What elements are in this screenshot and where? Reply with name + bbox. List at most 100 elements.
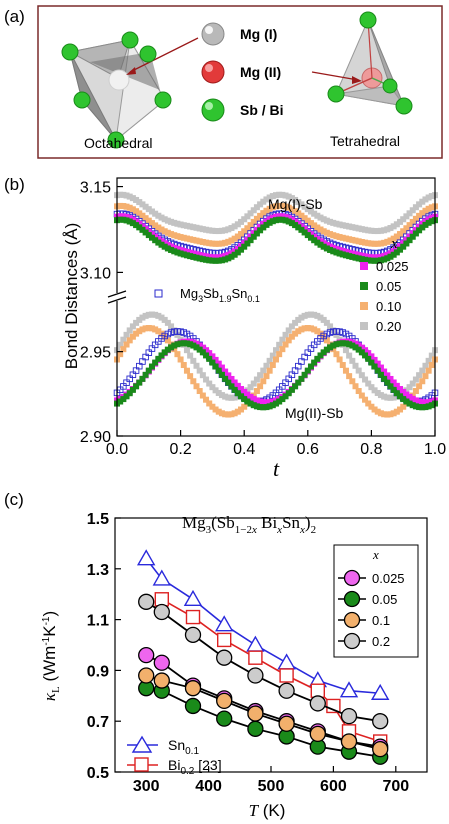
- b-point-020-lower: [362, 376, 369, 383]
- b-point-0025-upper: [352, 251, 359, 258]
- b-point-005-upper: [260, 224, 267, 231]
- b-point-0025-lower: [416, 398, 423, 405]
- b-point-005-upper: [250, 233, 257, 240]
- c-xtick-label: 700: [382, 778, 409, 795]
- c-point-sn: [277, 653, 296, 670]
- b-point-010-lower: [292, 330, 299, 337]
- b-point-005-lower: [397, 393, 404, 400]
- b-xtick-label: 0.8: [360, 441, 382, 458]
- b-point-005-lower: [196, 346, 203, 353]
- b-point-005-upper: [320, 243, 327, 250]
- b-point-010-upper: [218, 240, 225, 247]
- b-point-010-lower: [384, 411, 391, 418]
- b-point-010-lower: [397, 406, 404, 413]
- b-point-0025-upper: [304, 228, 311, 235]
- b-point-010-lower: [412, 388, 419, 395]
- b-point-010-lower: [212, 406, 219, 413]
- b-point-005-upper: [352, 254, 359, 261]
- b-point-005-lower: [419, 404, 426, 411]
- b-point-005-upper: [276, 216, 283, 223]
- b-point-010-upper: [406, 222, 413, 229]
- b-point-0025-upper: [129, 216, 136, 223]
- b-point-010-lower: [409, 392, 416, 399]
- b-point-010-upper: [393, 233, 400, 240]
- b-point-020-upper: [336, 221, 343, 228]
- b-point-010-upper: [215, 240, 222, 247]
- b-point-005-lower: [422, 404, 429, 411]
- b-point-020-upper: [349, 224, 356, 231]
- b-point-0025-upper: [365, 253, 372, 260]
- b-point-005-lower: [393, 390, 400, 397]
- b-point-0025-upper: [241, 240, 248, 247]
- b-point-020-lower: [133, 319, 140, 326]
- b-point-0025-lower: [222, 368, 229, 375]
- b-point-010-lower: [314, 328, 321, 335]
- b-point-010-lower: [276, 351, 283, 358]
- b-point-005-lower: [177, 340, 184, 347]
- c-legend-marker-005: [343, 590, 361, 608]
- b-point-0025-upper: [400, 240, 407, 247]
- b-point-005-lower: [282, 393, 289, 400]
- b-point-0025-upper: [384, 251, 391, 258]
- b-point-005-lower: [371, 363, 378, 370]
- b-point-010-lower: [301, 325, 308, 332]
- b-point-0025-lower: [241, 388, 248, 395]
- b-point-020-lower: [384, 394, 391, 401]
- b-point-020-lower: [123, 331, 130, 338]
- b-point-020-upper: [244, 213, 251, 220]
- b-point-010-lower: [307, 325, 314, 332]
- b-point-020-upper: [234, 221, 241, 228]
- b-point-010-upper: [390, 235, 397, 242]
- b-point-010-lower: [365, 400, 372, 407]
- b-point-005-upper: [193, 254, 200, 261]
- b-point-020-upper: [412, 204, 419, 211]
- panel-b: (b) Bond Distances (Å) t 0.0 0.2 0.4 0.6 0.8…: [4, 175, 446, 481]
- b-point-0025-lower: [196, 342, 203, 349]
- c-point-02: [340, 707, 358, 725]
- b-point-005-lower: [285, 390, 292, 397]
- c-xtick-label: 300: [133, 778, 160, 795]
- mg1-label: Mg (I): [240, 26, 277, 42]
- b-point-005-upper: [317, 241, 324, 248]
- panel-b-legend-title: x: [390, 236, 398, 252]
- c-legend-label-0025: 0.025: [372, 571, 405, 586]
- b-point-0025-upper: [177, 247, 184, 254]
- b-point-020-upper: [142, 203, 149, 210]
- b-point-005-upper: [387, 253, 394, 260]
- b-point-020-upper: [199, 226, 206, 233]
- c-ytick-label: 0.9: [87, 663, 109, 680]
- b-point-0025-upper: [368, 254, 375, 261]
- b-point-005-upper: [288, 220, 295, 227]
- b-point-005-upper: [174, 249, 181, 256]
- panel-c-ticks: 300 400 500 600 700 0.5 0.7 0.9 1.1 1.3 1.5: [87, 511, 409, 795]
- b-point-010-lower: [266, 367, 273, 374]
- b-point-005-lower: [260, 404, 267, 411]
- b-point-005-upper: [241, 243, 248, 250]
- b-point-0025-lower: [374, 360, 381, 367]
- b-point-0025-upper: [273, 213, 279, 220]
- b-point-0025-upper: [222, 253, 229, 260]
- panel-a: (a) Octahedral Mg (I): [4, 5, 443, 159]
- b-point-005-lower: [323, 346, 330, 353]
- b-point-0025-upper: [409, 230, 416, 237]
- b-point-0025-upper: [203, 253, 210, 260]
- b-point-020-lower: [323, 319, 330, 326]
- b-point-010-lower: [215, 408, 222, 415]
- b-point-010-lower: [400, 403, 407, 410]
- b-point-005-lower: [180, 340, 187, 347]
- b-point-010-lower: [425, 367, 432, 374]
- b-point-020-upper: [225, 226, 232, 233]
- b-point-010-upper: [152, 222, 159, 229]
- b-point-010-upper: [209, 240, 216, 247]
- b-point-020-upper: [365, 227, 372, 234]
- b-point-0025-upper: [174, 246, 181, 253]
- b-point-010-upper: [422, 207, 429, 214]
- b-point-010-upper: [327, 231, 334, 238]
- b-point-005-lower: [212, 363, 219, 370]
- b-point-020-upper: [120, 191, 127, 198]
- panel-c-xlabel: T (K): [249, 801, 286, 820]
- b-point-010-upper: [282, 203, 289, 210]
- b-point-010-lower: [387, 411, 394, 418]
- b-point-005-upper: [209, 257, 216, 264]
- b-point-005-upper: [330, 248, 337, 255]
